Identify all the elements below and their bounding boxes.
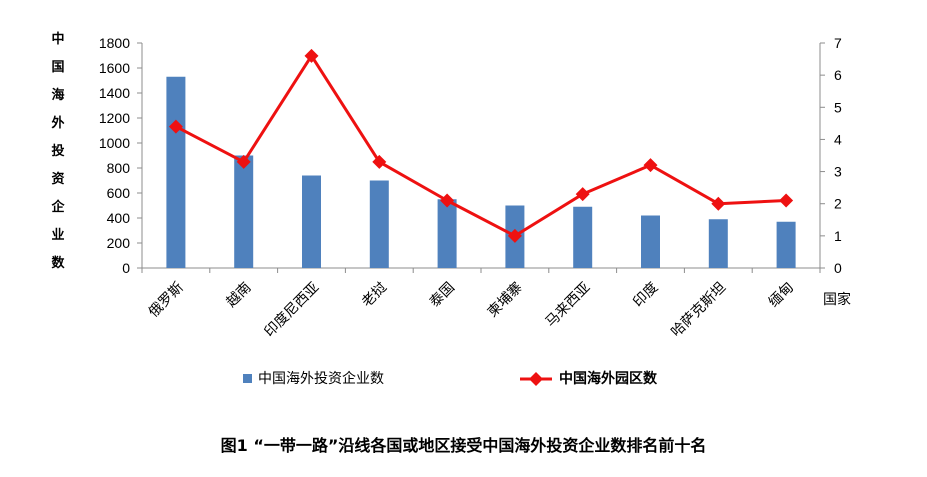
x-tick-label: 俄罗斯: [146, 280, 187, 321]
series-marker: [711, 196, 726, 211]
series-line: [175, 54, 787, 238]
y-axis-label-char: 投: [51, 143, 64, 159]
x-tick-label: 缅甸: [766, 280, 797, 311]
y-tick-label: 1000: [99, 135, 130, 151]
y-axis-label-char: 资: [51, 171, 64, 187]
bar: [437, 199, 457, 268]
line-series: [168, 48, 794, 243]
x-tick-label: 越南: [223, 280, 254, 311]
y2-tick-label: 3: [834, 164, 842, 180]
series-marker: [507, 228, 522, 243]
x-tick-label: 柬埔寨: [484, 279, 526, 321]
series-marker: [168, 119, 183, 134]
series-marker: [440, 193, 455, 208]
y-axis-label-char: 业: [51, 227, 64, 243]
series-marker: [236, 154, 251, 169]
x-tick-label: 马来西亚: [543, 280, 594, 331]
x-axis-label: 国家: [823, 291, 851, 308]
bar: [776, 221, 796, 268]
y-axis-label-char: 中: [51, 31, 64, 47]
series-marker: [304, 48, 319, 63]
category-labels: 俄罗斯 越南 印度尼西亚 老挝 泰国 柬埔寨 马来西亚 印度 哈萨克斯坦 缅甸: [141, 268, 821, 341]
bar: [641, 215, 660, 268]
y-tick-label: 0: [122, 260, 130, 276]
series-marker: [372, 154, 387, 169]
chart: 中国海外投资企业数 180016001400120010008006004002…: [50, 31, 851, 387]
y-axis-label-char: 国: [51, 60, 64, 75]
y-axis-label: 中国海外投资企业数: [50, 31, 65, 271]
series-marker: [779, 193, 794, 208]
y-axis-label-char: 企: [50, 199, 65, 215]
y2-tick-label: 1: [834, 228, 842, 244]
y-axis-label-char: 海: [51, 87, 64, 103]
y-tick-label: 1200: [99, 110, 130, 126]
y2-tick-label: 4: [834, 131, 842, 147]
x-tick-label: 印度尼西亚: [262, 280, 323, 341]
figure-caption: 图1 “一带一路”沿线各国或地区接受中国海外投资企业数排名前十名: [220, 436, 707, 455]
legend-line-label: 中国海外园区数: [559, 370, 658, 387]
series-marker: [643, 158, 658, 173]
bars: [166, 76, 796, 268]
y-tick-label: 200: [107, 235, 131, 251]
y-tick-label: 400: [107, 210, 131, 226]
bar: [234, 155, 254, 268]
y-tick-label: 800: [107, 160, 131, 176]
bar: [369, 180, 389, 268]
y-tick-label: 600: [107, 185, 131, 201]
y-tick-label: 1600: [99, 60, 130, 76]
y-tick-label: 1400: [99, 85, 130, 101]
legend-bar-label: 中国海外投资企业数: [258, 370, 384, 387]
bar: [708, 219, 728, 268]
legend: 中国海外投资企业数 中国海外园区数: [243, 370, 658, 387]
y2-tick-label: 2: [834, 196, 842, 212]
y2-tick-label: 6: [834, 67, 842, 83]
x-tick-label: 泰国: [427, 280, 458, 311]
x-tick-label: 哈萨克斯坦: [668, 280, 729, 341]
legend-bar-swatch: [243, 374, 252, 383]
x-tick-label: 印度: [630, 280, 661, 311]
y-tick-label: 1800: [99, 35, 130, 51]
y2-tick-label: 0: [834, 260, 842, 276]
bar: [573, 206, 593, 268]
bar: [166, 76, 186, 268]
y-axis-label-char: 数: [51, 255, 65, 271]
legend-line-marker: [529, 372, 543, 386]
x-tick-label: 老挝: [359, 280, 390, 311]
y2-axis-ticks: 7 6 5 4 3 2 1 0: [820, 35, 842, 276]
bar: [302, 175, 321, 268]
y2-tick-label: 5: [834, 99, 842, 115]
y-axis-label-char: 外: [50, 115, 64, 131]
series-marker: [575, 187, 590, 202]
y2-tick-label: 7: [834, 35, 842, 51]
y-axis-ticks: 1800 1600 1400 1200 1000 800 600 400 200 0: [99, 35, 142, 276]
